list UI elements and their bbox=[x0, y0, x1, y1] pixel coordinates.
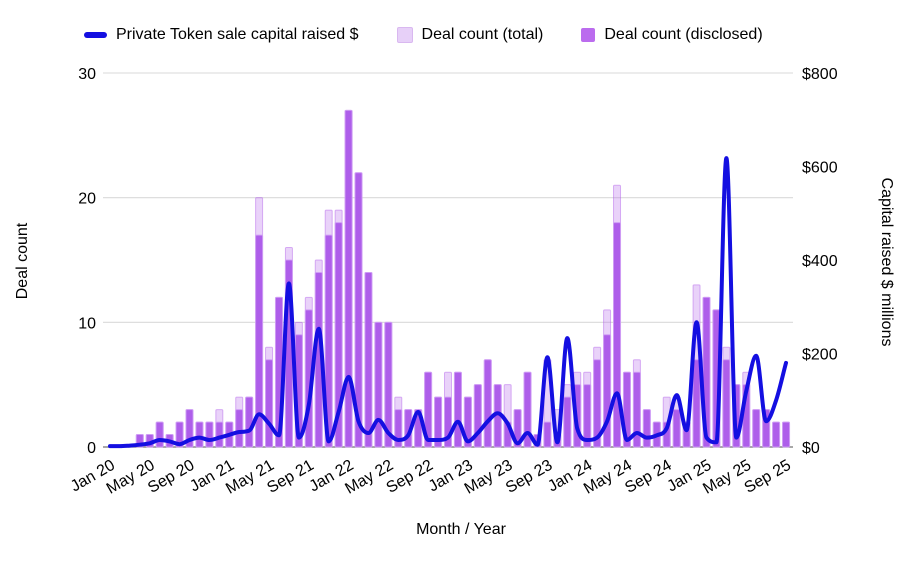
deal-disclosed-bar bbox=[642, 409, 651, 448]
deal-disclosed-bar bbox=[195, 421, 204, 448]
right-axis-tick-label: $200 bbox=[802, 347, 838, 364]
x-axis-tick-label: Sep 20 bbox=[145, 457, 198, 497]
x-axis-tick-label: Sep 22 bbox=[384, 457, 437, 497]
deal-disclosed-bar bbox=[463, 396, 472, 448]
x-axis-tick-label: Sep 23 bbox=[503, 457, 556, 497]
line-series-swatch-icon bbox=[84, 32, 107, 38]
left-axis-tick-label: 10 bbox=[78, 315, 96, 332]
deal-disclosed-bar bbox=[782, 421, 791, 448]
deal-disclosed-bar bbox=[692, 359, 701, 448]
deal-disclosed-bar bbox=[354, 172, 363, 448]
total-bar-swatch-icon bbox=[396, 27, 413, 43]
deal-disclosed-bar bbox=[563, 396, 572, 448]
deal-disclosed-bar bbox=[613, 222, 622, 448]
right-axis-tick-label: $400 bbox=[802, 253, 838, 270]
x-axis-tick-label: Sep 21 bbox=[264, 457, 317, 497]
left-axis-tick-label: 20 bbox=[78, 191, 96, 208]
deal-disclosed-bar bbox=[265, 359, 274, 448]
deal-disclosed-bar bbox=[543, 421, 552, 448]
deal-disclosed-bar bbox=[374, 321, 383, 448]
chart-legend: Private Token sale capital raised $ Deal… bbox=[84, 26, 763, 44]
deal-disclosed-bar bbox=[523, 371, 532, 448]
deal-disclosed-bar bbox=[513, 409, 522, 448]
deal-disclosed-bar bbox=[255, 234, 264, 448]
deal-disclosed-bar bbox=[364, 271, 373, 448]
legend-label: Deal count (total) bbox=[421, 26, 544, 43]
x-axis-title: Month / Year bbox=[416, 521, 506, 538]
deal-disclosed-bar bbox=[672, 409, 681, 448]
legend-item-deal-count-disclosed: Deal count (disclosed) bbox=[581, 26, 763, 44]
deal-disclosed-bar bbox=[722, 359, 731, 448]
x-axis-tick-label: Sep 25 bbox=[742, 457, 795, 497]
legend-label: Private Token sale capital raised $ bbox=[116, 26, 359, 43]
right-axis-tick-label: $600 bbox=[802, 160, 838, 177]
left-axis-tick-label: 30 bbox=[78, 66, 96, 83]
x-axis-tick-label: Sep 24 bbox=[622, 457, 675, 497]
deal-disclosed-bar bbox=[155, 421, 164, 448]
right-axis-tick-label: $800 bbox=[802, 66, 838, 83]
deal-disclosed-bar bbox=[384, 321, 393, 448]
legend-item-deal-count-total: Deal count (total) bbox=[396, 26, 544, 44]
deal-disclosed-bar bbox=[344, 109, 353, 448]
deal-disclosed-bar bbox=[434, 396, 443, 448]
deal-disclosed-bar bbox=[205, 421, 214, 448]
left-axis-tick-label: 0 bbox=[87, 440, 96, 457]
deal-disclosed-bar bbox=[772, 421, 781, 448]
deal-disclosed-bar bbox=[752, 409, 761, 448]
deal-disclosed-bar bbox=[453, 371, 462, 448]
deal-disclosed-bar bbox=[424, 371, 433, 448]
capital-raised-line bbox=[107, 156, 788, 449]
disclosed-bar-swatch-icon bbox=[581, 28, 596, 42]
deal-disclosed-bar bbox=[483, 359, 492, 448]
deal-disclosed-bar bbox=[215, 421, 224, 448]
deal-disclosed-bar bbox=[324, 234, 333, 448]
deal-disclosed-bar bbox=[175, 421, 184, 448]
deal-disclosed-bar bbox=[632, 371, 641, 448]
deal-disclosed-bar bbox=[583, 384, 592, 448]
deal-disclosed-bar bbox=[593, 359, 602, 448]
deal-disclosed-bar bbox=[245, 396, 254, 448]
right-axis-tick-label: $0 bbox=[802, 440, 820, 457]
deal-disclosed-bar bbox=[334, 222, 343, 448]
legend-item-capital-raised: Private Token sale capital raised $ bbox=[84, 26, 359, 44]
deal-disclosed-bar bbox=[235, 409, 244, 448]
legend-label: Deal count (disclosed) bbox=[604, 26, 763, 43]
